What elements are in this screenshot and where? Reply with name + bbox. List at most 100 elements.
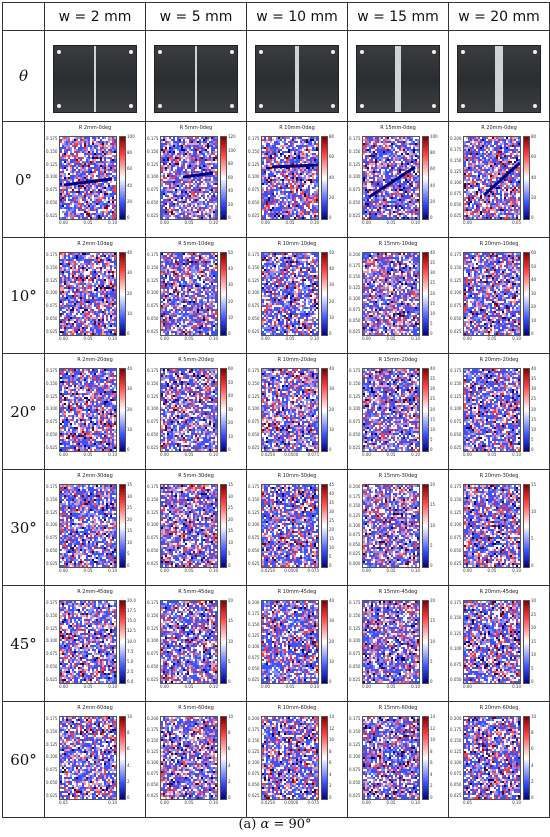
colorbar-tick-label: 80 [531,134,536,139]
colorbar-ticks: 14 12 10 8 6 4 2 0 [430,714,435,800]
colorbar-tick-label: 5 [127,551,132,556]
y-tick-label: 0.175 [349,600,360,605]
y-tick-label: 0.075 [349,307,360,312]
y-tick-label: 0.050 [349,542,360,547]
bolt-icon [533,50,537,54]
strain-map-panel: R 10mm-20deg 0.175 0.150 0.125 0.100 0.075 0.0… [246,353,348,470]
colorbar-tick-label: 6 [430,760,435,765]
column-header: w = 10 mm [246,2,348,31]
panel-title: R 10mm-30deg [248,473,347,479]
x-tick-label: 0.10 [209,684,218,689]
x-tick-label: 0.05 [84,568,93,573]
x-axis-ticks: 0.00 0.05 0.10 [362,568,420,573]
y-axis-ticks: 0.175 0.150 0.125 0.100 0.075 0.050 0.025 [248,252,259,334]
colorbar-tick-label: 0 [430,215,438,220]
y-tick-label: 0.125 [46,626,57,631]
y-tick-label: 0.075 [450,662,461,667]
colorbar-tick-label: 5 [228,659,233,664]
colorbar-tick-label: 10 [329,315,334,320]
y-tick-label: 0.025 [46,213,57,218]
y-tick-label: 0.175 [248,727,259,732]
colorbar-tick-label: 12 [329,726,334,731]
colorbar [321,136,328,220]
colorbar-ticks: 10 8 6 4 2 0 [531,714,536,800]
x-tick-label: 0.00 [59,684,68,689]
x-tick-label: 0.00 [160,684,169,689]
y-tick-label: 0.150 [248,149,259,154]
y-tick-label: 0.050 [46,664,57,669]
x-tick-label: 0.00 [463,568,472,573]
colorbar-tick-label: 2 [228,779,233,784]
colorbar-tick-label: 10 [430,737,435,742]
y-tick-label: 0.025 [349,677,360,682]
colorbar-tick-label: 15 [430,618,435,623]
y-tick-label: 0.050 [349,200,360,205]
panel-title: R 2mm-30deg [46,473,145,479]
x-axis-ticks: 0.00 0.05 0.10 [160,800,218,805]
strain-map-panel: R 2mm-60deg 0.175 0.150 0.125 0.100 0.075 0.05… [44,701,146,818]
y-axis-ticks: 0.175 0.150 0.125 0.100 0.075 0.050 0.025 [46,484,57,566]
specimen-photo-cell [44,30,146,122]
y-tick-label: 0.150 [248,265,259,270]
y-tick-label: 0.050 [46,200,57,205]
colorbar [422,368,429,452]
x-axis-ticks: 0.00 0.05 0.10 [463,452,521,457]
y-tick-label: 0.200 [349,252,360,257]
y-tick-label: 0.150 [147,497,158,502]
strain-map-panel: R 2mm-20deg 0.175 0.150 0.125 0.100 0.075 0.05… [44,353,146,470]
strain-map [362,600,420,684]
colorbar-tick-label: 2 [430,783,435,788]
figure-grid: w = 2 mm w = 5 mm w = 10 mm w = 15 mm w … [2,2,550,818]
colorbar-tick-label: 0 [127,331,132,336]
x-tick-label: 0.00 [160,220,169,225]
y-tick-label: 0.025 [450,445,461,450]
panel-title: R 10mm-60deg [248,705,347,711]
colorbar-tick-label: 15.0 [127,618,136,623]
colorbar-tick-label: 0 [228,447,233,452]
x-tick-label: 0.00 [59,220,68,225]
y-tick-label: 0.125 [349,513,360,518]
crack-band [368,165,416,199]
y-tick-label: 0.100 [46,638,57,643]
y-axis-ticks: 0.175 0.150 0.125 0.100 0.075 0.050 0.025 [46,136,57,218]
colorbar-tick-label: 4 [430,772,435,777]
colorbar-ticks: 20 15 10 5 0 [228,598,233,684]
colorbar [220,484,227,568]
colorbar-tick-label: 25 [430,280,435,285]
colorbar-ticks: 40 35 30 25 20 15 10 5 0 [430,250,435,336]
strain-map [362,716,420,800]
y-tick-label: 0.025 [349,445,360,450]
colorbar-tick-label: 4 [531,763,536,768]
strain-map-panel: R 2mm-0deg 0.175 0.150 0.125 0.100 0.075 0.050… [44,121,146,238]
colorbar-ticks: 100 80 60 40 20 0 [127,134,135,220]
colorbar-tick-label: 50 [531,264,536,269]
y-tick-label: 0.100 [248,522,259,527]
y-tick-label: 0.075 [248,303,259,308]
colorbar-tick-label: 10 [329,737,334,742]
colorbar-tick-label: 5 [228,551,233,556]
x-axis-ticks: 0.00 0.10 [463,684,521,689]
strain-map [463,716,521,800]
x-tick-label: 0.05 [185,336,194,341]
strain-map-image [60,137,116,219]
colorbar-tick-label: 5 [329,554,334,559]
x-tick-label: 0.00 [261,336,270,341]
y-tick-label: 0.025 [248,329,259,334]
bolt-icon [129,50,133,54]
y-tick-label: 0.150 [450,158,461,163]
colorbar-tick-label: 0 [329,563,334,568]
x-tick-label: 0.10 [108,800,117,805]
colorbar-tick-label: 20 [228,420,233,425]
y-tick-label: 0.175 [46,484,57,489]
y-tick-label: 0.100 [46,174,57,179]
colorbar-tick-label: 0 [329,215,334,220]
y-tick-label: 0.175 [248,252,259,257]
bolt-icon [129,104,133,108]
y-tick-label: 0.200 [349,484,360,489]
strain-map-image [464,369,520,451]
x-tick-label: 0.05 [84,336,93,341]
colorbar-tick-label: 10 [531,714,536,719]
panel-title: R 10mm-20deg [248,357,347,363]
colorbar-tick-label: 4 [228,763,233,768]
colorbar [220,600,227,684]
